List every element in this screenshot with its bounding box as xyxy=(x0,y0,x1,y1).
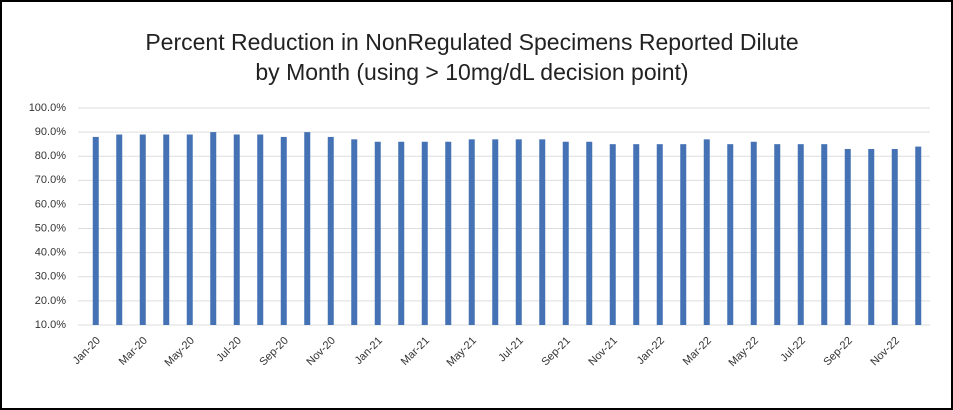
y-tick-label: 30.0% xyxy=(35,271,66,283)
bar xyxy=(891,148,898,325)
bar xyxy=(539,139,546,325)
bar xyxy=(163,134,170,325)
bar xyxy=(868,148,875,325)
bar xyxy=(327,136,334,325)
y-tick-label: 20.0% xyxy=(35,295,66,307)
bar xyxy=(515,139,522,325)
bar xyxy=(633,144,640,325)
bar xyxy=(609,144,616,325)
y-tick-label: 60.0% xyxy=(35,198,66,210)
bar xyxy=(915,146,922,325)
bar xyxy=(116,134,123,325)
bar xyxy=(468,139,475,325)
bar xyxy=(445,141,452,325)
bar xyxy=(210,132,217,325)
y-tick-label: 100.0% xyxy=(29,102,67,114)
bar xyxy=(280,136,287,325)
bar xyxy=(680,144,687,325)
bar xyxy=(351,139,358,325)
bar xyxy=(703,139,710,325)
y-tick-label: 40.0% xyxy=(35,247,66,259)
y-tick-label: 50.0% xyxy=(35,222,66,234)
y-tick-label: 10.0% xyxy=(35,319,66,331)
bar xyxy=(374,141,381,325)
bar xyxy=(844,148,851,325)
bar xyxy=(257,134,264,325)
y-tick-label: 80.0% xyxy=(35,150,66,162)
bar xyxy=(92,136,99,325)
bar xyxy=(304,132,311,325)
bar xyxy=(186,134,193,325)
bar xyxy=(139,134,146,325)
bar xyxy=(821,144,828,325)
bar xyxy=(586,141,593,325)
y-tick-label: 90.0% xyxy=(35,126,66,138)
bar xyxy=(562,141,569,325)
bar xyxy=(398,141,405,325)
y-tick-label: 70.0% xyxy=(35,174,66,186)
chart-title: Percent Reduction in NonRegulated Specim… xyxy=(145,29,798,55)
bar xyxy=(421,141,428,325)
bar xyxy=(797,144,804,325)
bar xyxy=(656,144,663,325)
chart-title: by Month (using > 10mg/dL decision point… xyxy=(255,59,688,85)
bar xyxy=(233,134,240,325)
bar xyxy=(727,144,734,325)
bar xyxy=(492,139,499,325)
bar xyxy=(774,144,781,325)
bar xyxy=(750,141,757,325)
